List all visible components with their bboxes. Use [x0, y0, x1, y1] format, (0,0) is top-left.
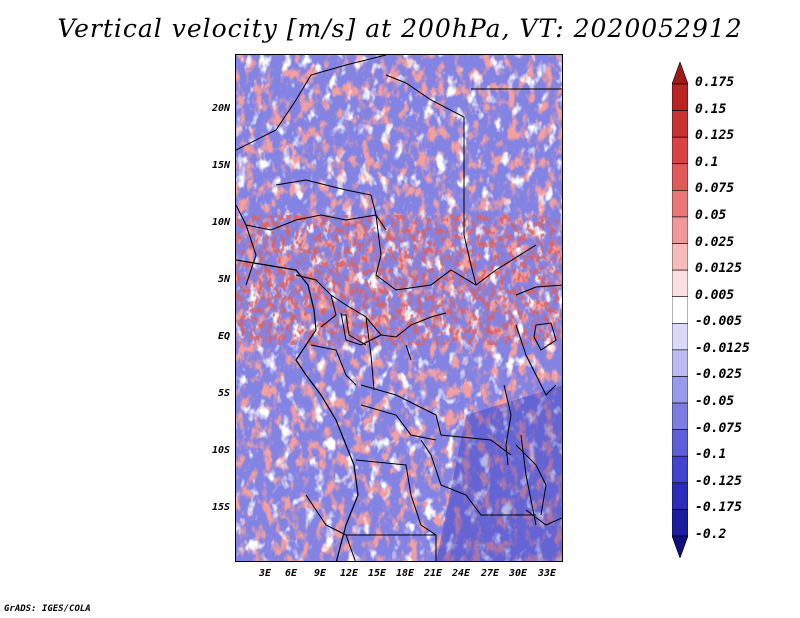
colorbar-swatch	[672, 482, 688, 510]
lon-label-24e: 24E	[451, 568, 471, 579]
lon-label-9e: 9E	[313, 568, 327, 579]
lakes	[405, 322, 557, 526]
colorbar-swatch	[672, 110, 688, 138]
colorbar-swatch	[672, 349, 688, 377]
colorbar-level-label: -0.005	[695, 314, 742, 330]
lon-label-21e: 21E	[423, 568, 443, 579]
colorbar-swatch	[672, 455, 688, 484]
colorbar-swatch	[672, 136, 688, 165]
colorbar-swatch	[672, 243, 688, 271]
colorbar-swatch	[672, 190, 688, 218]
lon-label-12e: 12E	[339, 568, 359, 579]
colorbar-level-label: -0.175	[695, 500, 742, 516]
coastline	[236, 259, 359, 561]
colorbar-level-label: 0.05	[695, 207, 727, 223]
colorbar-swatch	[672, 509, 688, 537]
colorbar-max-arrow	[672, 62, 688, 85]
colorbar-swatch	[672, 269, 688, 298]
map-title: Vertical velocity [m/s] at 200hPa, VT: 2…	[57, 14, 743, 43]
lon-label-18e: 18E	[395, 568, 415, 579]
colorbar-min-arrow	[672, 535, 688, 558]
lat-label-5s: 5S	[217, 388, 230, 399]
colorbar-level-label: 0.175	[695, 75, 735, 90]
colorbar-level-label: 0.0125	[695, 261, 742, 277]
colorbar-swatch	[672, 322, 688, 351]
lon-label-3e: 3E	[258, 568, 272, 579]
lat-label-5n: 5N	[217, 274, 230, 285]
colorbar-level-label: -0.125	[695, 473, 742, 489]
colorbar-level-label: -0.025	[695, 367, 742, 383]
colorbar-level-label: -0.05	[695, 394, 735, 410]
country-borders	[236, 55, 562, 561]
velocity-map	[235, 54, 563, 562]
lon-label-33e: 33E	[537, 568, 557, 579]
lon-label-15e: 15E	[367, 568, 387, 579]
lat-label-10n: 10N	[211, 217, 230, 228]
colorbar-level-label: 0.15	[695, 101, 727, 117]
colorbar-level-label: 0.1	[695, 154, 719, 170]
colorbar-level-label: 0.075	[695, 181, 735, 197]
velocity-field	[236, 55, 562, 561]
colorbar-level-label: 0.025	[695, 234, 735, 250]
colorbar-swatch	[672, 163, 688, 191]
colorbar-swatch	[672, 296, 688, 324]
colorbar-swatch	[672, 429, 688, 457]
lat-label-15n: 15N	[211, 160, 230, 171]
positive-band	[236, 215, 562, 345]
colorbar-swatch	[672, 376, 688, 404]
colorbar-level-label: 0.125	[695, 128, 735, 144]
lat-label-20n: 20N	[211, 103, 230, 114]
negative-southeast	[436, 385, 562, 561]
colorbar-swatch	[672, 216, 688, 244]
lat-label-15s: 15S	[211, 502, 230, 513]
colorbar-level-label: -0.075	[695, 420, 742, 436]
colorbar-swatch	[672, 402, 688, 430]
colorbar-level-label: -0.0125	[695, 340, 750, 356]
grads-credit: GrADS: IGES/COLA	[4, 604, 91, 614]
colorbar	[672, 62, 688, 558]
colorbar-level-label: 0.005	[695, 287, 735, 303]
colorbar-level-label: -0.2	[695, 527, 727, 542]
lon-label-27e: 27E	[480, 568, 500, 579]
colorbar-level-label: -0.1	[695, 447, 727, 463]
lon-label-6e: 6E	[284, 568, 298, 579]
lat-label-eq: EQ	[217, 331, 230, 342]
lon-label-30e: 30E	[508, 568, 528, 579]
lat-label-10s: 10S	[211, 445, 230, 456]
colorbar-swatch	[672, 83, 688, 111]
